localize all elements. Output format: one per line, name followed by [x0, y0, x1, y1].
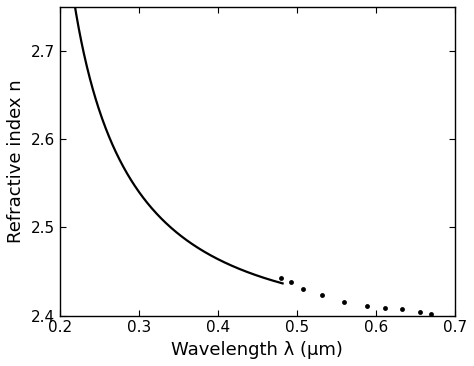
- X-axis label: Wavelength λ (μm): Wavelength λ (μm): [172, 341, 343, 359]
- Y-axis label: Refractive index n: Refractive index n: [7, 79, 25, 243]
